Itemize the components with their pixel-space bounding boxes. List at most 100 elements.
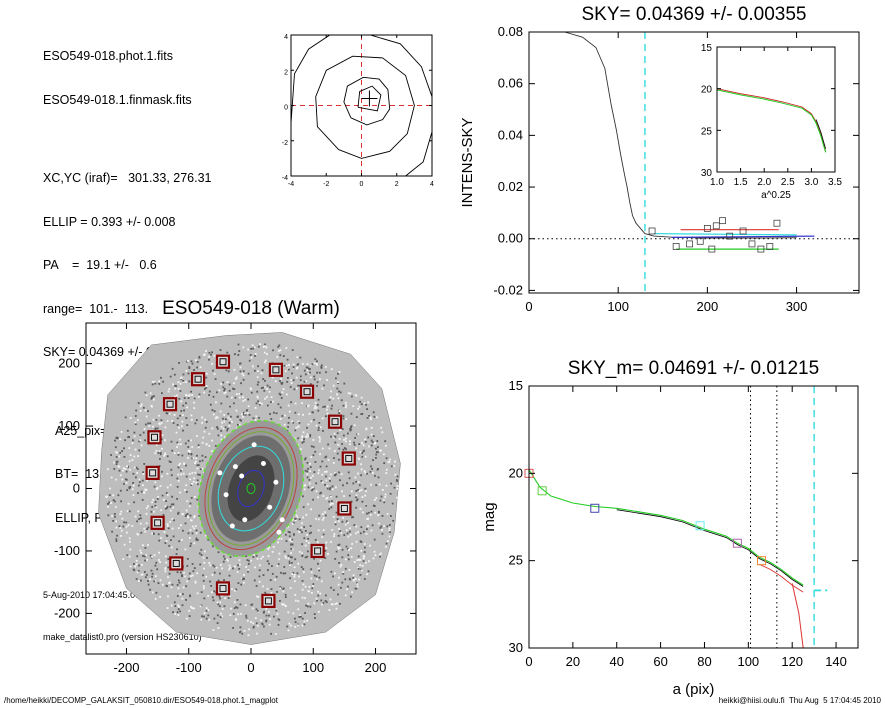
- noise-pixel: [193, 567, 196, 569]
- noise-pixel: [223, 392, 226, 395]
- noise-pixel: [216, 427, 219, 430]
- noise-pixel: [190, 390, 192, 393]
- noise-pixel: [377, 468, 379, 470]
- noise-pixel: [356, 498, 359, 501]
- noise-pixel: [236, 599, 239, 601]
- noise-pixel: [303, 537, 306, 540]
- noise-pixel: [260, 387, 263, 389]
- noise-pixel: [196, 454, 198, 457]
- noise-pixel: [138, 478, 141, 481]
- sky-segment: [671, 235, 815, 238]
- noise-pixel: [129, 454, 132, 456]
- noise-pixel: [313, 613, 316, 615]
- noise-pixel: [268, 562, 270, 565]
- noise-pixel: [257, 596, 260, 598]
- noise-pixel: [199, 460, 201, 463]
- noise-pixel: [162, 498, 165, 501]
- noise-pixel: [126, 531, 128, 534]
- noise-pixel: [169, 505, 172, 508]
- noise-pixel: [232, 567, 234, 570]
- noise-pixel: [349, 527, 351, 530]
- noise-pixel: [252, 365, 254, 368]
- noise-pixel: [113, 513, 116, 515]
- noise-pixel: [180, 376, 183, 379]
- noise-pixel: [313, 574, 316, 577]
- noise-pixel: [163, 531, 166, 533]
- noise-pixel: [236, 606, 239, 609]
- noise-pixel: [201, 421, 204, 424]
- noise-pixel: [361, 442, 363, 444]
- noise-pixel: [307, 605, 309, 608]
- noise-pixel: [294, 558, 297, 561]
- noise-pixel: [270, 592, 273, 594]
- noise-pixel: [248, 359, 251, 362]
- noise-pixel: [229, 405, 231, 408]
- noise-pixel: [125, 482, 128, 484]
- noise-pixel: [350, 595, 352, 598]
- y-tick-label: 30: [701, 168, 713, 179]
- noise-pixel: [239, 370, 242, 373]
- noise-pixel: [240, 583, 243, 586]
- noise-pixel: [326, 405, 329, 408]
- noise-pixel: [304, 597, 306, 599]
- noise-pixel: [334, 521, 337, 523]
- noise-pixel: [137, 533, 139, 536]
- noise-pixel: [382, 489, 384, 491]
- noise-pixel: [251, 603, 254, 606]
- noise-pixel: [119, 474, 122, 477]
- noise-pixel: [257, 345, 260, 348]
- noise-pixel: [160, 421, 163, 424]
- noise-pixel: [315, 490, 318, 493]
- noise-pixel: [190, 360, 193, 363]
- noise-pixel: [156, 427, 159, 430]
- noise-pixel: [144, 559, 146, 562]
- noise-pixel: [312, 583, 315, 585]
- noise-pixel: [215, 445, 217, 447]
- noise-pixel: [118, 455, 121, 458]
- noise-pixel: [268, 614, 270, 617]
- noise-pixel: [298, 531, 301, 533]
- sky-box-inner: [219, 358, 227, 366]
- noise-pixel: [270, 401, 272, 403]
- noise-pixel: [344, 594, 347, 597]
- x-tick-label: 300: [786, 299, 808, 314]
- noise-pixel: [377, 476, 380, 479]
- noise-pixel: [283, 423, 286, 426]
- noise-pixel: [202, 436, 205, 439]
- noise-pixel: [256, 595, 258, 598]
- noise-pixel: [222, 417, 224, 420]
- noise-pixel: [151, 532, 153, 535]
- noise-pixel: [277, 346, 280, 348]
- x-tick-label: 1.0: [710, 177, 724, 188]
- noise-pixel: [295, 426, 298, 429]
- noise-pixel: [290, 382, 293, 384]
- noise-pixel: [301, 435, 304, 437]
- noise-pixel: [115, 526, 118, 529]
- noise-pixel: [203, 612, 206, 615]
- noise-pixel: [305, 540, 308, 542]
- noise-pixel: [333, 436, 335, 439]
- noise-pixel: [212, 369, 214, 372]
- noise-pixel: [324, 484, 326, 486]
- noise-pixel: [228, 574, 231, 577]
- noise-pixel: [349, 578, 352, 581]
- noise-pixel: [235, 393, 238, 395]
- noise-pixel: [128, 447, 131, 449]
- noise-pixel: [375, 497, 378, 499]
- noise-pixel: [266, 404, 269, 407]
- noise-pixel: [242, 346, 245, 349]
- noise-pixel: [241, 578, 244, 581]
- noise-pixel: [318, 436, 321, 438]
- noise-pixel: [173, 373, 176, 376]
- noise-pixel: [190, 605, 192, 608]
- noise-pixel: [178, 397, 181, 400]
- noise-pixel: [265, 619, 268, 622]
- noise-pixel: [191, 525, 194, 528]
- noise-pixel: [355, 587, 358, 590]
- noise-pixel: [139, 522, 142, 525]
- x-tick-label: 100: [737, 654, 759, 669]
- noise-pixel: [296, 572, 299, 575]
- noise-pixel: [245, 614, 248, 617]
- noise-pixel: [151, 591, 154, 594]
- noise-pixel: [269, 618, 271, 620]
